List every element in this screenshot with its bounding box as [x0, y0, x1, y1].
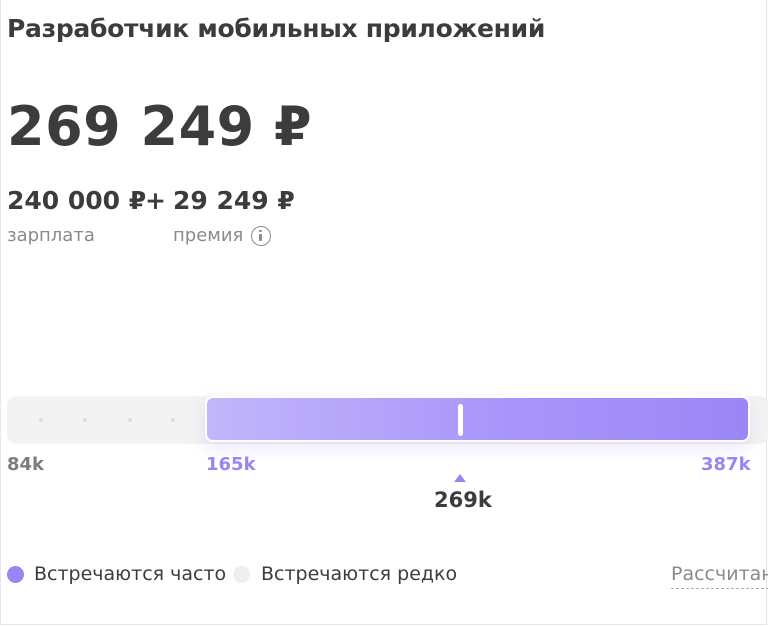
current-pointer-icon — [454, 474, 466, 482]
range-low-label: 165k — [206, 454, 256, 475]
legend-frequent-dot — [7, 566, 24, 583]
calculation-link[interactable]: Рассчитан — [671, 563, 768, 589]
track-dot — [128, 418, 132, 422]
base-salary-label: зарплата — [7, 225, 95, 246]
track-dot — [171, 418, 175, 422]
plus-sign: + — [145, 186, 166, 215]
legend-rare-label: Встречаются редко — [261, 563, 458, 585]
range-high-label: 387k — [701, 454, 751, 475]
info-icon[interactable] — [251, 226, 271, 246]
current-salary-label: 269k — [434, 488, 492, 512]
total-salary: 269 249 ₽ — [7, 95, 313, 158]
legend-frequent-label: Встречаются часто — [34, 563, 227, 585]
bonus-label: премия — [173, 225, 244, 246]
track-dot — [39, 418, 43, 422]
salary-range-bar — [205, 396, 750, 442]
base-salary-value: 240 000 ₽ — [7, 186, 147, 215]
current-salary-marker — [458, 404, 463, 436]
bonus-value: 29 249 ₽ — [173, 186, 295, 215]
range-min-label: 84k — [7, 454, 45, 475]
track-dot — [83, 418, 87, 422]
page-title: Разработчик мобильных приложений — [7, 14, 546, 43]
legend-rare-dot — [233, 566, 250, 583]
